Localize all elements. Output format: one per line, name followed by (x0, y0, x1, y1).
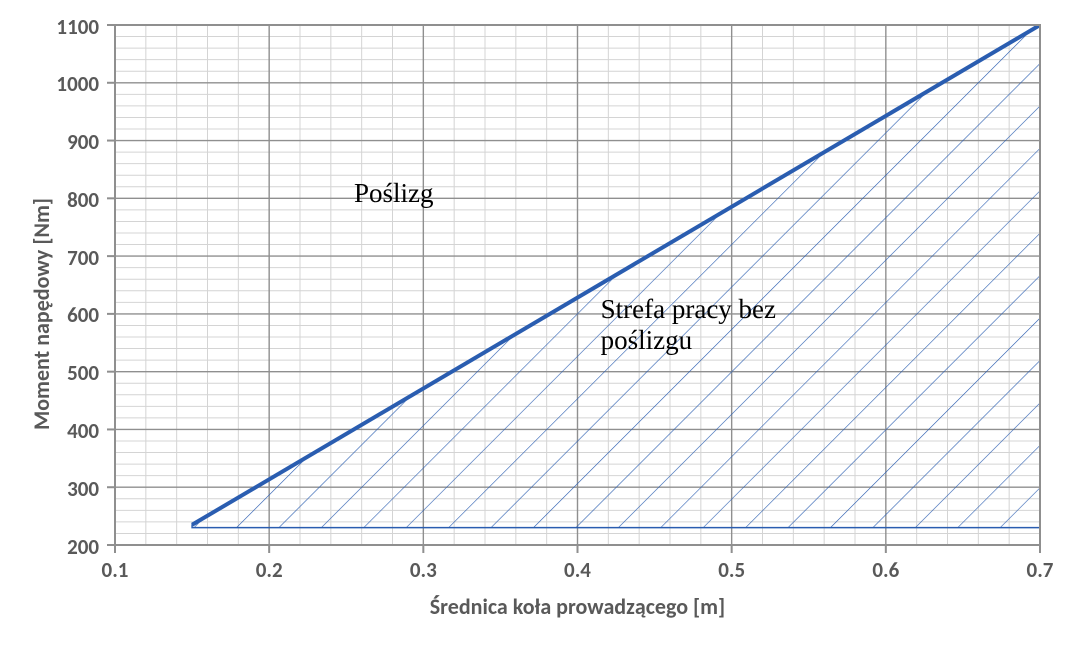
y-tick-label: 900 (0, 129, 99, 155)
y-axis-label: Moment napędowy [Nm] (28, 198, 55, 430)
x-tick-label: 0.7 (1010, 557, 1070, 583)
annotation-slip: Poślizg (354, 178, 434, 209)
x-tick-label: 0.5 (702, 557, 762, 583)
chart-svg (0, 0, 1084, 650)
y-tick-label: 1000 (0, 71, 99, 97)
x-axis-label: Średnica koła prowadzącego [m] (358, 593, 798, 620)
y-tick-label: 300 (0, 476, 99, 502)
x-tick-label: 0.2 (239, 557, 299, 583)
x-tick-label: 0.6 (856, 557, 916, 583)
y-tick-label: 200 (0, 534, 99, 560)
x-tick-label: 0.1 (85, 557, 145, 583)
y-tick-label: 1100 (0, 14, 99, 40)
x-tick-label: 0.3 (393, 557, 453, 583)
chart-container: 200300400500600700800900100011000.10.20.… (0, 0, 1084, 650)
x-tick-label: 0.4 (548, 557, 608, 583)
annotation-no-slip-zone: Strefa pracy bez poślizgu (601, 294, 776, 356)
